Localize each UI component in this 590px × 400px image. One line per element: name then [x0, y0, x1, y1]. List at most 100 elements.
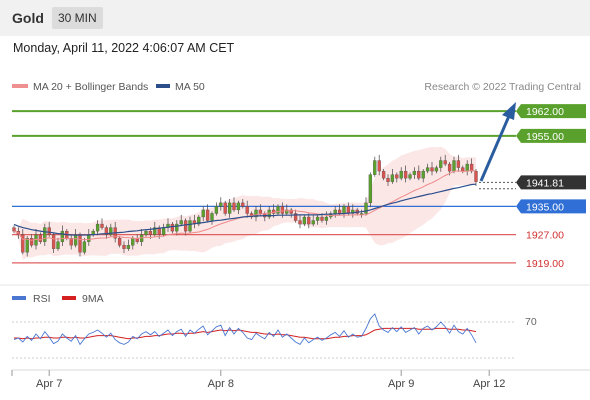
level-label: 1927.00 [526, 230, 564, 242]
candle [210, 211, 214, 225]
credit-label: Research © 2022 Trading Central [424, 81, 581, 93]
forecast-arrow-head [502, 102, 516, 120]
level-label: 1955.00 [516, 128, 586, 143]
x-tick-label: Apr 7 [36, 378, 62, 390]
svg-text:1927.00: 1927.00 [526, 230, 564, 242]
candle [29, 234, 34, 248]
candle [214, 202, 219, 216]
candle [430, 161, 434, 176]
candle [69, 234, 73, 250]
candle [364, 197, 368, 216]
candle [434, 165, 439, 174]
candle [56, 237, 60, 251]
candle [324, 211, 329, 225]
legend-ma50-swatch [156, 84, 170, 88]
svg-text:1955.00: 1955.00 [526, 131, 564, 143]
rsi-70-label: 70 [525, 316, 537, 328]
candle [276, 204, 280, 216]
candle [439, 156, 443, 172]
candle [197, 214, 201, 227]
candle [368, 172, 373, 208]
candle [82, 237, 87, 255]
datetime-label: Monday, April 11, 2022 4:06:07 AM CET [13, 41, 235, 55]
candle [43, 223, 47, 246]
candle [395, 172, 399, 183]
candle [175, 220, 179, 236]
moving-averages [13, 170, 477, 241]
candle [298, 214, 302, 229]
candle [293, 209, 298, 223]
candle [377, 154, 381, 176]
candle [403, 165, 408, 183]
candle [47, 221, 51, 237]
candle [307, 213, 311, 229]
svg-text:1935.00: 1935.00 [526, 201, 564, 213]
rsi-ma-line [14, 327, 477, 340]
candle [223, 200, 227, 216]
candle [456, 154, 461, 172]
rsi-ma-legend-swatch [62, 296, 76, 300]
candles [12, 154, 478, 257]
candle [417, 165, 421, 181]
forecast-arrow-shaft [479, 115, 511, 182]
level-label: 1935.00 [516, 199, 586, 214]
x-tick-label: Apr 8 [208, 378, 234, 390]
candle [425, 163, 430, 174]
candle [241, 199, 245, 209]
candle [179, 214, 183, 227]
ma50-line [13, 183, 477, 236]
candle [95, 220, 100, 236]
level-labels: 1962.00 1955.00 1941.81 1935.00 1927.00 1919.… [516, 104, 586, 270]
svg-text:1962.00: 1962.00 [526, 106, 564, 118]
candle [408, 172, 412, 181]
symbol-title: Gold [12, 10, 44, 26]
candle [245, 200, 249, 218]
header-bar: Gold 30 MIN [0, 0, 590, 36]
candle [122, 241, 126, 253]
candle [126, 239, 131, 251]
candle [302, 214, 307, 227]
x-tick-label: Apr 9 [388, 378, 414, 390]
candle [219, 197, 223, 211]
candle [60, 225, 65, 246]
candle [38, 232, 43, 244]
rsi-legend-swatch [12, 296, 26, 300]
legend-ma50: MA 50 [175, 81, 205, 93]
rsi-legend-label: RSI [33, 293, 51, 305]
rsi-line [13, 313, 477, 346]
candle [285, 204, 289, 216]
candle [421, 169, 425, 183]
candle [390, 169, 395, 184]
candle [351, 204, 355, 218]
candle [232, 197, 236, 213]
candle [109, 223, 113, 237]
x-axis-ticks: Apr 7 Apr 8 Apr 9 Apr 12 [36, 370, 505, 390]
candle [373, 156, 377, 177]
svg-text:1919.00: 1919.00 [526, 258, 564, 270]
candle [289, 207, 293, 218]
x-tick-label: Apr 12 [473, 378, 505, 390]
level-label: 1962.00 [516, 104, 586, 119]
candle [100, 218, 104, 230]
level-label: 1919.00 [526, 258, 564, 270]
candle [170, 221, 175, 234]
candle [399, 167, 403, 181]
candle [315, 214, 320, 225]
svg-text:1941.81: 1941.81 [526, 177, 564, 189]
candle [104, 225, 109, 239]
rsi-lines [13, 313, 477, 346]
legend-bollinger: MA 20 + Bollinger Bands [33, 81, 148, 93]
candle [412, 167, 417, 179]
candle [381, 169, 386, 181]
timeframe-button[interactable]: 30 MIN [52, 7, 103, 29]
candle [201, 206, 205, 222]
candle [21, 229, 25, 255]
candle [227, 199, 232, 218]
level-label: 1941.81 [516, 175, 586, 190]
rsi-ma-legend-label: 9MA [82, 293, 104, 305]
candle [386, 174, 390, 186]
candle [117, 236, 122, 248]
candle [254, 206, 258, 222]
candle [236, 200, 241, 215]
